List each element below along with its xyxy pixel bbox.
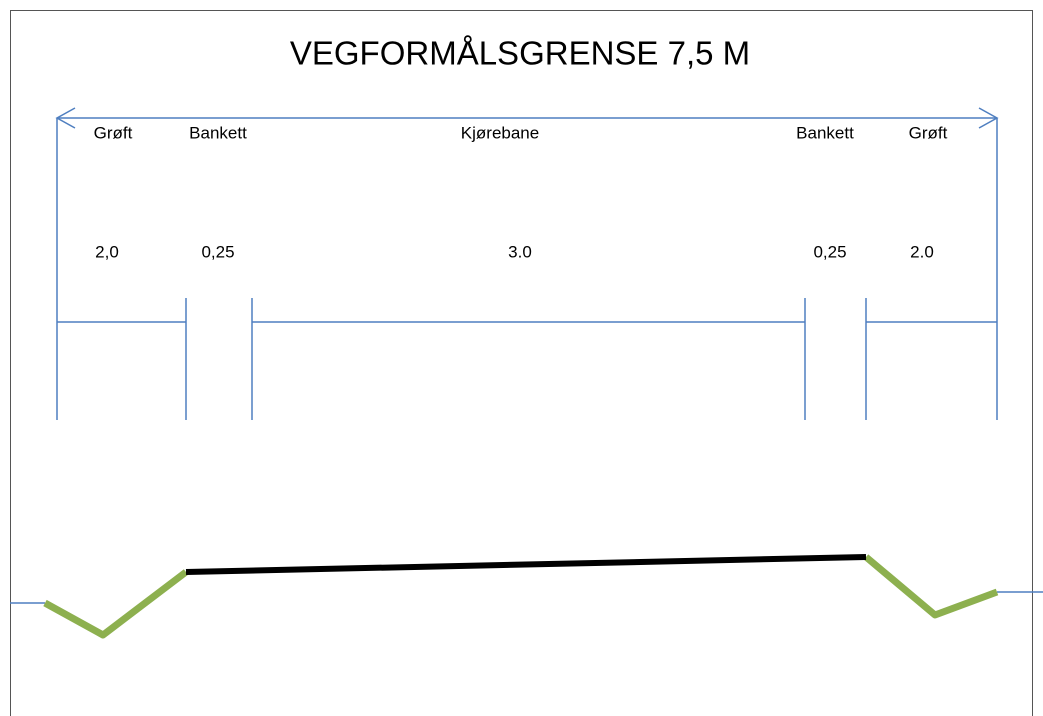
columns: Grøft 2,0 Bankett 0,25 Kjørebane 3.0 Bankett 0,…	[94, 123, 948, 261]
column-label: Bankett	[796, 123, 854, 142]
dimension-lines	[56, 118, 998, 420]
column-label: Grøft	[94, 123, 133, 142]
road-profile	[10, 554, 1043, 639]
column-label: Kjørebane	[461, 123, 539, 142]
column-width: 2.0	[910, 242, 934, 261]
column-width: 0,25	[813, 242, 846, 261]
column-width: 2,0	[95, 242, 119, 261]
column-label: Bankett	[189, 123, 247, 142]
column-label: Grøft	[909, 123, 948, 142]
frame	[10, 10, 1033, 716]
column-width: 3.0	[508, 242, 532, 261]
column-width: 0,25	[201, 242, 234, 261]
title: VEGFORMÅLSGRENSE 7,5 M	[290, 35, 750, 72]
